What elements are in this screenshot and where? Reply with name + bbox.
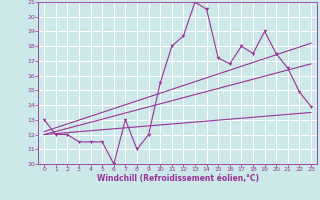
- X-axis label: Windchill (Refroidissement éolien,°C): Windchill (Refroidissement éolien,°C): [97, 174, 259, 183]
